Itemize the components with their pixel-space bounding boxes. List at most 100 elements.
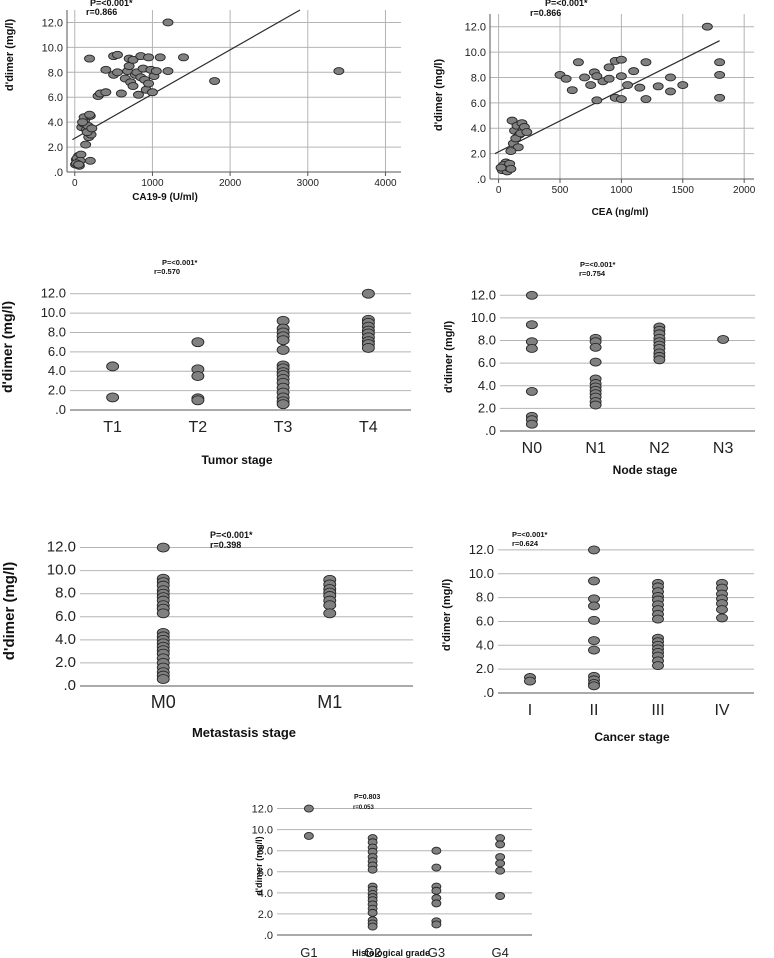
data-point (276, 399, 290, 410)
data-point (146, 88, 158, 97)
y-tick-label: .0 (477, 174, 486, 186)
y-axis-title: d'dimer (mg/l) (443, 321, 455, 394)
data-point (127, 55, 139, 64)
fit-line (494, 40, 720, 155)
category-label-T1: T1 (103, 419, 122, 436)
y-axis-title: d'dimer (mg/l) (0, 301, 15, 393)
data-point (86, 124, 98, 133)
x-axis-title: Node stage (613, 463, 678, 477)
y-tick-label: 10.0 (469, 566, 494, 581)
data-point (495, 892, 506, 900)
data-point (156, 608, 170, 619)
x-tick-label: 4000 (374, 178, 397, 189)
data-point (615, 72, 627, 81)
data-point (652, 614, 664, 624)
y-tick-label: 10.0 (47, 562, 76, 579)
data-point (591, 72, 603, 81)
data-point (276, 344, 290, 355)
data-point (367, 908, 378, 917)
data-point (716, 613, 728, 623)
data-point (191, 371, 205, 382)
y-tick-label: 12.0 (471, 287, 496, 302)
data-point (588, 681, 600, 691)
data-point (560, 74, 572, 83)
data-point (361, 343, 375, 353)
data-point (615, 55, 627, 64)
x-tick-label: 3000 (297, 178, 320, 189)
data-point (505, 147, 517, 156)
y-tick-label: 8.0 (478, 333, 496, 348)
y-tick-label: 8.0 (55, 585, 76, 602)
data-point (714, 93, 726, 102)
category-label-III: III (651, 702, 664, 719)
data-point (521, 128, 533, 136)
stat-annotation: P=<0.001* (545, 0, 588, 8)
stat-annotation: P=<0.001* (210, 530, 253, 540)
category-label-I: I (528, 702, 532, 719)
x-axis-title: Tumor stage (201, 453, 272, 467)
y-tick-label: .0 (485, 423, 496, 438)
data-point (588, 615, 600, 625)
data-point (628, 67, 640, 76)
data-point (156, 542, 170, 553)
data-point (634, 83, 646, 92)
y-axis-title: d'dimer (mg/l) (4, 19, 16, 92)
data-point (115, 89, 127, 98)
data-point (714, 58, 726, 67)
data-point (591, 96, 603, 105)
data-point (495, 859, 506, 868)
data-point (178, 53, 189, 62)
y-tick-label: 12.0 (41, 286, 66, 301)
category-label-T4: T4 (359, 419, 378, 436)
panel-metastasis: .0 2.0 4.0 6.0 8.0 10.0 12.0 M0 M1 Metastasis sta… (1, 530, 413, 740)
data-point (156, 674, 170, 685)
y-tick-label: 6.0 (48, 92, 63, 104)
y-tick-label: 10.0 (42, 42, 63, 54)
y-tick-label: 4.0 (48, 363, 66, 378)
data-point (652, 82, 664, 91)
data-point (714, 70, 726, 79)
y-tick-label: .0 (55, 402, 66, 417)
y-tick-label: 4.0 (258, 888, 273, 900)
data-point (585, 81, 597, 90)
data-point (133, 90, 144, 99)
data-point (162, 67, 174, 76)
data-point (589, 342, 602, 352)
y-axis-title: d'dimer (mg/l) (441, 579, 453, 652)
data-point (431, 846, 442, 855)
data-point (431, 863, 442, 872)
data-point (640, 58, 652, 67)
data-point (495, 840, 506, 849)
data-point (524, 676, 536, 686)
data-point (525, 290, 538, 300)
data-point (100, 65, 112, 74)
data-point (579, 73, 590, 82)
data-point (367, 865, 378, 874)
data-point (143, 79, 155, 88)
data-point (106, 361, 120, 372)
stat-annotation: P=<0.001* (580, 260, 616, 269)
y-tick-label: 12.0 (252, 804, 273, 816)
data-point (588, 545, 600, 555)
category-label-IV: IV (714, 702, 729, 719)
panel-cea: .0 2.0 4.0 6.0 8.0 10.0 12.0 0 500 1000 1500 2000 CE… (433, 0, 756, 218)
data-point (640, 95, 652, 103)
data-point (106, 392, 120, 403)
data-point (588, 645, 600, 655)
y-tick-label: 2.0 (471, 149, 486, 161)
stat-annotation: r=0.624 (512, 539, 539, 548)
data-point (143, 53, 155, 62)
data-point (603, 74, 615, 83)
stat-annotation: P=0.803 (354, 794, 380, 801)
data-point (603, 63, 615, 72)
y-tick-label: 8.0 (48, 67, 63, 79)
data-point (512, 143, 524, 152)
data-point (615, 95, 627, 103)
y-tick-label: 2.0 (55, 654, 76, 671)
y-tick-label: 4.0 (478, 378, 496, 393)
x-tick-label: 2000 (733, 185, 756, 196)
y-tick-label: 4.0 (471, 123, 486, 135)
y-tick-label: 2.0 (476, 661, 494, 676)
